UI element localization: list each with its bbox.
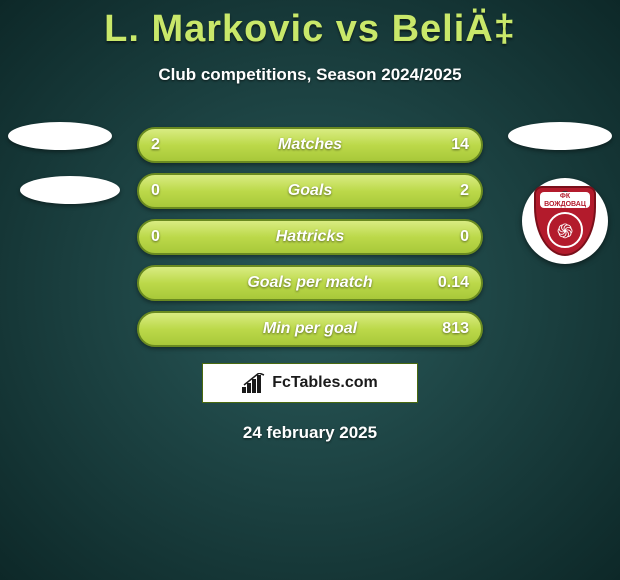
stat-label: Min per goal bbox=[137, 311, 483, 347]
stat-right-value: 0 bbox=[460, 219, 469, 255]
stat-row-hattricks: 0 Hattricks 0 bbox=[137, 219, 483, 255]
stat-row-min-per-goal: Min per goal 813 bbox=[137, 311, 483, 347]
stat-right-value: 0.14 bbox=[438, 265, 469, 301]
badge-text-1: ФК ВОЖДОВАЦ bbox=[540, 193, 590, 209]
stat-label: Goals per match bbox=[137, 265, 483, 301]
stat-row-matches: 2 Matches 14 bbox=[137, 127, 483, 163]
left-placeholder-1 bbox=[8, 122, 112, 150]
stat-row-goals-per-match: Goals per match 0.14 bbox=[137, 265, 483, 301]
stat-label: Hattricks bbox=[137, 219, 483, 255]
page-title: L. Markovic vs BeliÄ‡ bbox=[0, 0, 620, 51]
right-placeholder-1 bbox=[508, 122, 612, 150]
stat-row-goals: 0 Goals 2 bbox=[137, 173, 483, 209]
bar-chart-icon bbox=[242, 373, 266, 393]
footer-brand-text: FcTables.com bbox=[272, 374, 378, 392]
stat-right-value: 2 bbox=[460, 173, 469, 209]
left-placeholder-2 bbox=[20, 176, 120, 204]
footer-date: 24 february 2025 bbox=[0, 423, 620, 443]
stat-right-value: 813 bbox=[442, 311, 469, 347]
footer-brand-box[interactable]: FcTables.com bbox=[202, 363, 418, 403]
page-subtitle: Club competitions, Season 2024/2025 bbox=[0, 65, 620, 85]
stat-right-value: 14 bbox=[451, 127, 469, 163]
stat-label: Matches bbox=[137, 127, 483, 163]
club-shield-icon: ФК ВОЖДОВАЦ 1912 ֍ bbox=[534, 186, 596, 256]
club-badge[interactable]: ФК ВОЖДОВАЦ 1912 ֍ bbox=[522, 178, 608, 264]
stat-label: Goals bbox=[137, 173, 483, 209]
